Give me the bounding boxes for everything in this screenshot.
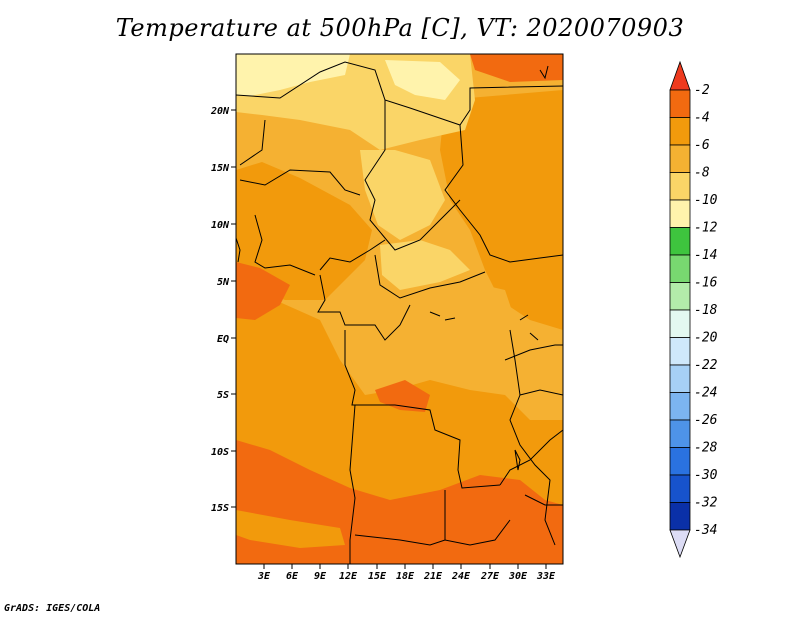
colorbar-band	[669, 502, 691, 531]
lat-tick-label: EQ	[217, 334, 229, 345]
lat-tick-label: 15N	[211, 163, 230, 174]
border-line	[539, 65, 549, 80]
field-region-warm	[440, 90, 563, 330]
colorbar-band	[669, 419, 691, 448]
colorbar-level-label: -14	[694, 248, 717, 263]
lat-tick-label: 20N	[210, 106, 230, 117]
lat-tick-label: 15S	[211, 503, 229, 514]
field-region-hot	[236, 262, 290, 320]
colorbar: -2 -4 -6 -8 -10 -12 -14 -16 -18 -20 -22 -24 -26 -28 -3…	[669, 60, 718, 559]
lon-tick-label: 9E	[314, 571, 327, 582]
border-line	[254, 214, 316, 276]
lon-tick-label: 21E	[423, 571, 443, 582]
colorbar-band	[669, 309, 691, 338]
lat-tick-label: 5N	[217, 277, 230, 288]
lon-tick-label: 30E	[508, 571, 528, 582]
field-region-cool	[380, 240, 470, 290]
plot-frame	[235, 53, 564, 565]
border-line	[319, 239, 386, 271]
colorbar-band	[669, 474, 691, 503]
field-region-hot	[375, 380, 430, 412]
border-line	[236, 237, 241, 263]
border-line	[519, 389, 563, 396]
colorbar-band	[669, 117, 691, 146]
field-region-central	[385, 282, 515, 385]
colorbar-band	[669, 172, 691, 201]
field-region-cool	[360, 150, 445, 240]
border-line	[514, 449, 521, 471]
colorbar-band	[669, 227, 691, 256]
colorbar-level-label: -20	[694, 331, 718, 346]
page-title: Temperature at 500hPa [C], VT: 202007090…	[115, 14, 685, 42]
colorbar-level-label: -18	[694, 303, 718, 318]
colorbar-level-label: -12	[694, 221, 718, 236]
colorbar-level-label: -22	[694, 358, 718, 373]
colorbar-level-label: -32	[694, 496, 718, 511]
lat-tick-label: 10N	[211, 220, 230, 231]
colorbar-level-label: -10	[694, 193, 718, 208]
border-line	[499, 429, 563, 486]
field-region-warm	[236, 162, 372, 300]
colorbar-level-label: -30	[694, 468, 718, 483]
colorbar-band	[669, 254, 691, 283]
field-region-coldest	[385, 60, 460, 100]
colorbar-band	[669, 199, 691, 228]
border-line	[349, 404, 356, 564]
field-region-hot	[470, 54, 563, 82]
border-line	[444, 124, 563, 263]
colorbar-level-label: -16	[694, 276, 718, 291]
lon-tick-label: 15E	[368, 571, 387, 582]
lon-tick-label: 24E	[451, 571, 471, 582]
lat-tick-label: 5S	[217, 390, 229, 401]
colorbar-level-label: -4	[694, 111, 710, 126]
lon-axis: 3E 6E 9E 12E 15E 18E 21E 24E 27E 30E 33E	[257, 564, 556, 582]
colorbar-level-label: -2	[694, 83, 710, 98]
colorbar-band	[669, 337, 691, 366]
country-borders	[236, 61, 563, 564]
border-line	[504, 344, 563, 361]
colorbar-level-label: -6	[694, 138, 710, 153]
border-line	[509, 329, 556, 546]
border-line	[364, 100, 461, 251]
border-line	[519, 314, 539, 341]
lon-tick-label: 33E	[536, 571, 556, 582]
lon-tick-label: 12E	[339, 571, 358, 582]
colorbar-bottom-arrow	[669, 529, 691, 559]
border-line	[524, 494, 563, 506]
border-line	[429, 311, 456, 321]
border-line	[239, 169, 361, 196]
colorbar-level-label: -28	[694, 441, 718, 456]
border-line	[374, 254, 486, 299]
colorbar-band	[669, 144, 691, 173]
colorbar-band	[669, 89, 691, 118]
colorbar-band	[669, 447, 691, 476]
lon-tick-label: 27E	[480, 571, 500, 582]
border-line	[317, 274, 411, 341]
lon-tick-label: 18E	[396, 571, 415, 582]
field-region-warm-band	[236, 510, 345, 548]
colorbar-top-arrow	[669, 60, 691, 91]
border-line	[344, 330, 501, 489]
border-line	[239, 119, 266, 166]
lat-axis: 20N 15N 10N 5N EQ 5S 10S 15S	[210, 106, 236, 514]
field-region-coldest	[236, 54, 350, 96]
colorbar-level-label: -24	[694, 386, 717, 401]
temperature-field	[236, 54, 563, 564]
credit-label: GrADS: IGES/COLA	[4, 603, 101, 614]
colorbar-level-label: -8	[694, 166, 710, 181]
colorbar-band	[669, 392, 691, 421]
colorbar-band	[669, 364, 691, 393]
lon-tick-label: 6E	[286, 571, 299, 582]
colorbar-band	[669, 282, 691, 311]
colorbar-level-label: -26	[694, 413, 718, 428]
colorbar-level-label: -34	[694, 523, 717, 538]
lon-tick-label: 3E	[257, 571, 271, 582]
lat-tick-label: 10S	[211, 447, 229, 458]
